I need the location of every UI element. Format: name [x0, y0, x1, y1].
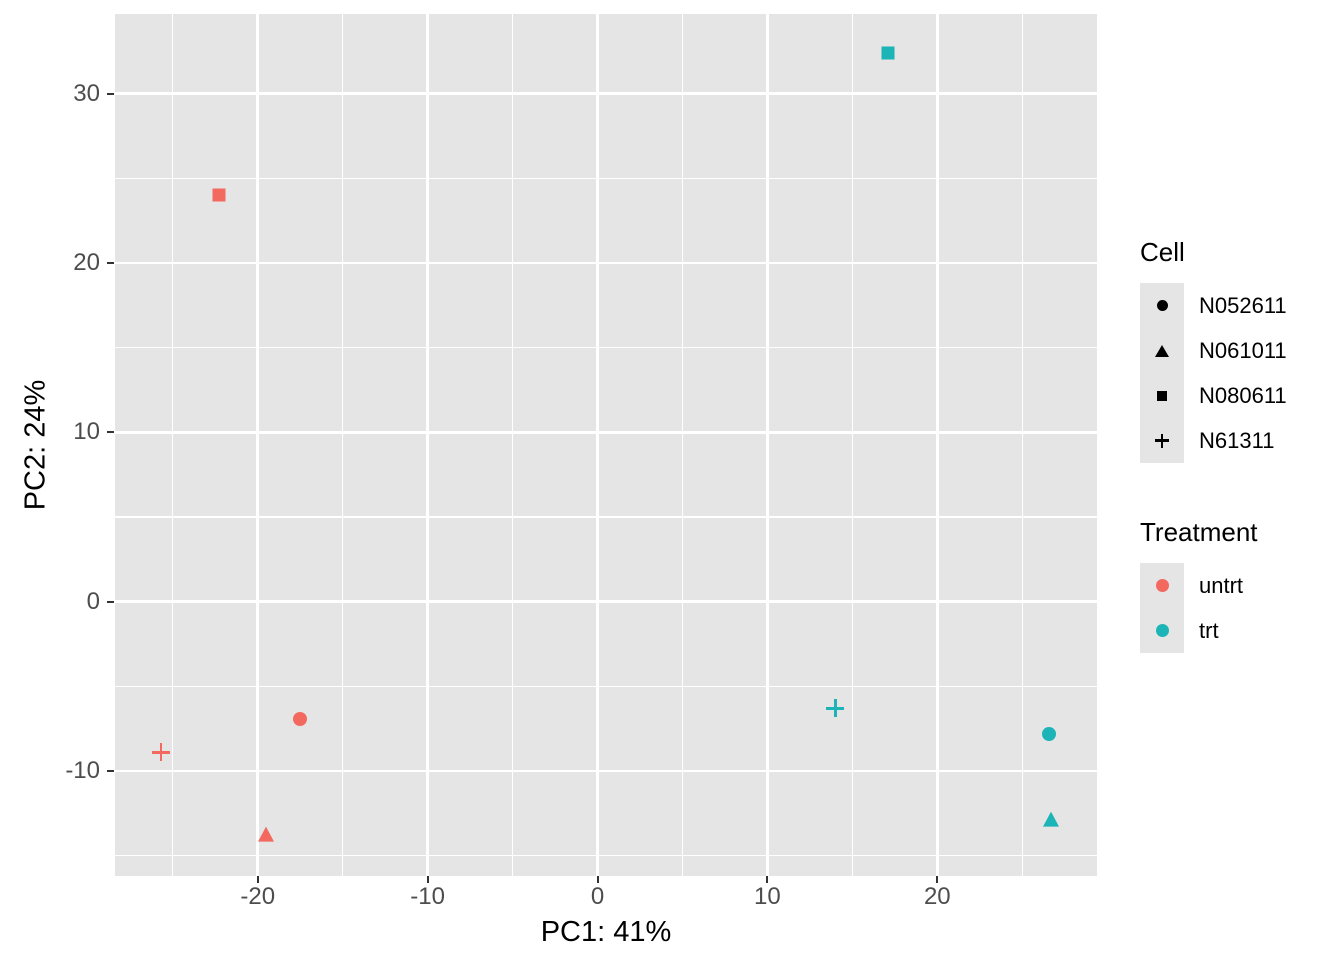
gridline-y-major: [115, 261, 1097, 265]
y-tick-label: -10: [65, 757, 100, 784]
gridline-x-major: [596, 14, 599, 876]
gridline-y-minor: [115, 516, 1097, 518]
gridline-x-minor: [511, 14, 514, 876]
legend-treatment: Treatment untrt trt: [1140, 517, 1258, 653]
y-tick-mark: [107, 600, 114, 603]
x-tick-label: 20: [923, 883, 951, 910]
x-tick-mark: [596, 876, 599, 883]
legend-key-circle: [1140, 283, 1184, 328]
point-shape-circle: [1042, 726, 1057, 741]
gridline-x-minor: [172, 14, 174, 876]
point-shape-plus: [151, 743, 170, 762]
gridline-y-minor: [115, 346, 1097, 349]
legend-cell-item-N061011: N061011: [1140, 328, 1287, 373]
point-shape-square: [212, 188, 226, 202]
legend-key-triangle: [1140, 328, 1184, 373]
x-tick-label: -20: [240, 883, 276, 910]
y-tick-mark: [107, 770, 114, 772]
legend-cell-item-N080611: N080611: [1140, 373, 1287, 418]
legend-cell-item-label: N052611: [1199, 292, 1287, 318]
x-tick-mark: [766, 876, 769, 883]
point-shape-triangle: [1155, 344, 1169, 357]
legend-cell-item-label: N61311: [1199, 427, 1275, 453]
legend-cell-title: Cell: [1140, 237, 1185, 267]
point-shape-circle: [293, 711, 308, 726]
x-tick-label: -10: [410, 883, 445, 910]
gridline-x-minor: [342, 14, 344, 876]
x-axis-title: PC1: 41%: [540, 916, 672, 948]
gridline-x-major: [766, 14, 769, 876]
point-shape-circle: [1155, 579, 1169, 592]
legend-key-square: [1140, 373, 1184, 418]
plus-bar-v: [159, 743, 163, 762]
point-shape-triangle: [258, 826, 275, 842]
y-tick-mark: [107, 431, 114, 434]
gridline-x-major: [935, 14, 939, 876]
legend-treatment-item-untrt: untrt: [1140, 563, 1258, 608]
legend-treatment-items: untrt trt: [1140, 563, 1258, 653]
legend-cell-item-N61311: N61311: [1140, 418, 1287, 463]
gridline-y-minor: [115, 855, 1097, 857]
gridline-y-minor: [115, 685, 1097, 687]
data-point-N61311-trt: [826, 699, 845, 718]
x-tick-mark: [936, 876, 939, 883]
gridline-y-major: [115, 430, 1097, 434]
point-shape-plus: [1155, 433, 1169, 448]
plus-bar-v: [1160, 433, 1164, 448]
legend-treatment-item-trt: trt: [1140, 608, 1258, 653]
data-point-N052611-trt: [1042, 726, 1057, 741]
data-point-N080611-untrt: [212, 188, 226, 202]
point-shape-square: [881, 46, 895, 60]
legend-treatment-item-label: trt: [1199, 617, 1219, 643]
gridline-x-minor: [851, 14, 853, 876]
legend-treatment-title: Treatment: [1140, 517, 1258, 547]
legend-key-plus: [1140, 418, 1184, 463]
data-point-N080611-trt: [881, 46, 895, 60]
x-tick-mark: [426, 876, 429, 883]
gridline-y-minor: [115, 177, 1097, 179]
legend-key-dot: [1140, 608, 1184, 653]
legend-cell-item-N052611: N052611: [1140, 283, 1287, 328]
point-shape-triangle: [1043, 811, 1060, 827]
data-point-N061011-trt: [1043, 811, 1060, 827]
legend-cell: Cell N052611 N061011 N080611 N61311: [1140, 237, 1287, 463]
legend-cell-item-label: N061011: [1199, 337, 1287, 363]
gridline-y-major: [115, 769, 1097, 773]
y-tick-mark: [107, 261, 114, 264]
plot-panel: [115, 14, 1097, 876]
point-shape-plus: [826, 699, 845, 718]
y-tick-label: 10: [73, 418, 100, 446]
y-tick-label: 30: [73, 79, 100, 107]
y-tick-label: 0: [86, 587, 100, 615]
point-shape-circle: [1156, 300, 1168, 311]
x-tick-mark: [256, 876, 259, 883]
plus-bar-v: [834, 699, 837, 718]
y-axis-title: PC2: 24%: [19, 379, 52, 511]
legend-cell-item-label: N080611: [1199, 382, 1287, 408]
data-point-N61311-untrt: [151, 743, 170, 762]
x-tick-label: 0: [590, 883, 605, 910]
y-tick-label: 20: [73, 248, 100, 276]
point-shape-square: [1157, 390, 1167, 401]
legend-key-dot: [1140, 563, 1184, 608]
gridline-x-minor: [1021, 14, 1023, 876]
legend-cell-items: N052611 N061011 N080611 N61311: [1140, 283, 1287, 463]
gridline-x-major: [426, 14, 429, 876]
gridline-x-minor: [681, 14, 684, 876]
point-shape-circle: [1155, 624, 1169, 637]
gridline-y-major: [115, 92, 1097, 95]
y-tick-mark: [107, 92, 114, 95]
data-point-N061011-untrt: [258, 826, 275, 842]
x-tick-label: 10: [754, 883, 781, 910]
gridline-x-major: [256, 14, 259, 876]
data-point-N052611-untrt: [293, 711, 308, 726]
gridline-y-major: [115, 600, 1097, 603]
legend-treatment-item-label: untrt: [1199, 572, 1244, 598]
